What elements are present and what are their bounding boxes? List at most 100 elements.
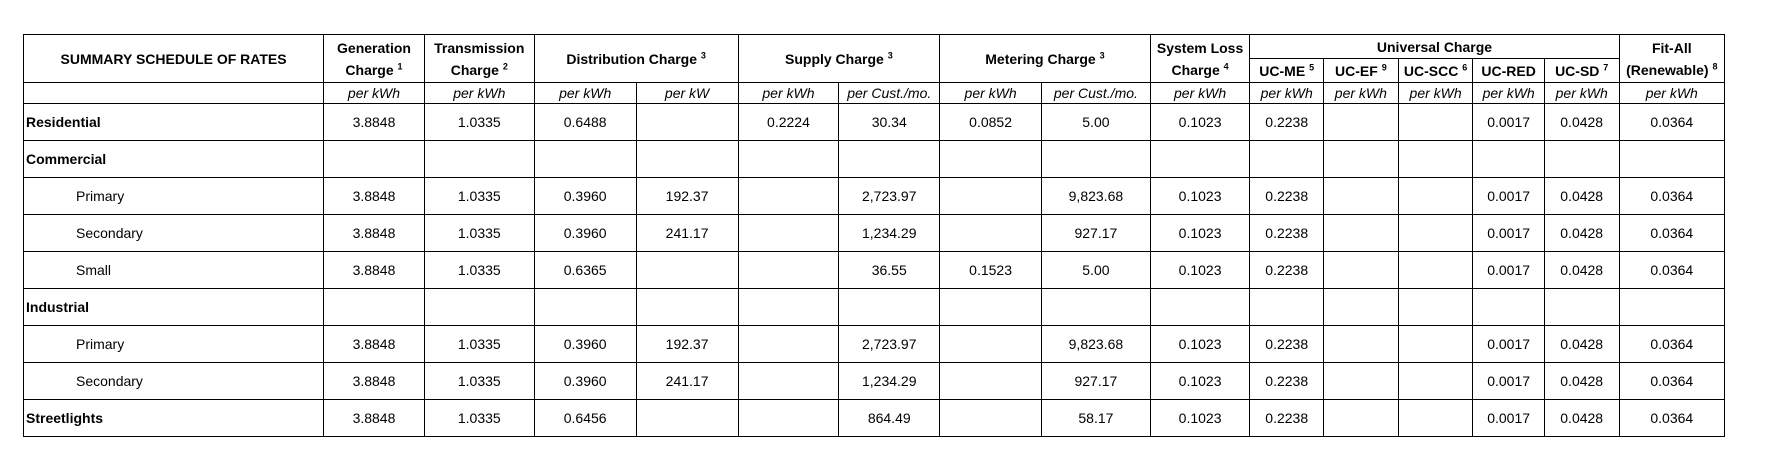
unit-cell: per kWh: [1397, 82, 1474, 104]
rate-cell: 0.6456: [533, 399, 637, 437]
rate-cell: 0.0428: [1543, 362, 1620, 400]
rate-cell: [1323, 288, 1399, 326]
rate-cell: [838, 140, 941, 178]
rate-cell: [1323, 103, 1399, 141]
rate-cell: [737, 214, 840, 252]
table-row: Commercial: [22, 140, 1726, 178]
rate-cell: 5.00: [1041, 251, 1151, 289]
rate-cell: 0.6488: [533, 103, 637, 141]
rate-cell: 3.8848: [323, 177, 425, 215]
rate-cell: 0.1023: [1149, 399, 1251, 437]
rate-cell: [423, 288, 535, 326]
rate-schedule: SUMMARY SCHEDULE OF RATES Generation Cha…: [22, 34, 1726, 437]
table-body: Residential 3.8848 1.0335 0.6488 0.2224 30.34…: [22, 103, 1726, 437]
rate-cell: 0.0852: [939, 103, 1043, 141]
transmission-charge-header: Transmission Charge 2: [423, 34, 535, 83]
rate-cell: [1323, 362, 1399, 400]
table-row: Primary 3.8848 1.0335 0.3960 192.37 2,723.97 9…: [22, 325, 1726, 363]
rate-cell: [1397, 214, 1474, 252]
rate-cell: 241.17: [635, 214, 739, 252]
table-row: Secondary 3.8848 1.0335 0.3960 241.17 1,234.2…: [22, 362, 1726, 400]
rate-cell: 0.3960: [533, 325, 637, 363]
rate-cell: 0.0364: [1618, 177, 1726, 215]
rate-cell: [737, 362, 840, 400]
rate-cell: 0.0017: [1472, 362, 1545, 400]
table-row: Residential 3.8848 1.0335 0.6488 0.2224 30.34…: [22, 103, 1726, 141]
rate-table: SUMMARY SCHEDULE OF RATES Generation Cha…: [22, 34, 1726, 437]
rate-cell: 1.0335: [423, 251, 535, 289]
rate-cell: 0.0017: [1472, 177, 1545, 215]
rate-cell: [1397, 251, 1474, 289]
rate-cell: [1323, 325, 1399, 363]
rate-cell: [1472, 140, 1545, 178]
rate-cell: 0.0364: [1618, 251, 1726, 289]
rate-cell: 192.37: [635, 325, 739, 363]
rate-cell: 36.55: [838, 251, 941, 289]
row-label: Commercial: [22, 140, 325, 178]
unit-cell: per kWh: [1149, 82, 1251, 104]
rate-cell: 0.2224: [737, 103, 840, 141]
rate-cell: [737, 399, 840, 437]
rate-cell: 927.17: [1041, 214, 1151, 252]
rate-cell: [1397, 103, 1474, 141]
rate-cell: [1397, 325, 1474, 363]
uc-scc-header: UC-SCC 6: [1397, 58, 1474, 83]
unit-cell: per kWh: [533, 82, 637, 104]
rate-cell: [1397, 362, 1474, 400]
rate-cell: [939, 177, 1043, 215]
rate-cell: 0.2238: [1249, 177, 1324, 215]
rate-cell: 0.3960: [533, 362, 637, 400]
rate-cell: 0.0428: [1543, 399, 1620, 437]
rate-cell: [1618, 288, 1726, 326]
table-row: Industrial: [22, 288, 1726, 326]
universal-charge-header: Universal Charge: [1249, 34, 1620, 59]
rate-cell: [635, 399, 739, 437]
rate-cell: [1323, 177, 1399, 215]
rate-cell: 58.17: [1041, 399, 1151, 437]
rate-cell: [1618, 140, 1726, 178]
rate-cell: [737, 288, 840, 326]
rate-cell: 864.49: [838, 399, 941, 437]
unit-cell: per Cust./mo.: [838, 82, 941, 104]
unit-cell: per kWh: [1472, 82, 1545, 104]
row-label: Secondary: [22, 214, 325, 252]
rate-cell: [737, 251, 840, 289]
unit-cell: per kWh: [423, 82, 535, 104]
row-label: Small: [22, 251, 325, 289]
unit-cell: per kWh: [1249, 82, 1324, 104]
rate-cell: [939, 399, 1043, 437]
rate-cell: 0.2238: [1249, 325, 1324, 363]
rate-cell: [1397, 399, 1474, 437]
rate-cell: [1249, 288, 1324, 326]
rate-cell: 0.0364: [1618, 362, 1726, 400]
rate-cell: [1323, 140, 1399, 178]
rate-cell: [838, 288, 941, 326]
rate-cell: 0.0428: [1543, 214, 1620, 252]
rate-cell: [939, 140, 1043, 178]
generation-charge-header: Generation Charge 1: [323, 34, 425, 83]
rate-cell: 3.8848: [323, 325, 425, 363]
rate-cell: 0.0428: [1543, 177, 1620, 215]
rate-cell: 1.0335: [423, 325, 535, 363]
rate-cell: 2,723.97: [838, 325, 941, 363]
uc-ef-header: UC-EF 9: [1323, 58, 1399, 83]
rate-cell: [939, 288, 1043, 326]
rate-cell: [533, 140, 637, 178]
unit-cell: per kWh: [1543, 82, 1620, 104]
rate-cell: 5.00: [1041, 103, 1151, 141]
rate-cell: 1.0335: [423, 103, 535, 141]
rate-cell: 9,823.68: [1041, 177, 1151, 215]
rate-cell: 1,234.29: [838, 362, 941, 400]
unit-cell: per kW: [635, 82, 739, 104]
rate-cell: 0.1023: [1149, 251, 1251, 289]
rate-cell: 0.0017: [1472, 214, 1545, 252]
table-row: Secondary 3.8848 1.0335 0.3960 241.17 1,234.2…: [22, 214, 1726, 252]
system-loss-charge-header: System Loss Charge 4: [1149, 34, 1251, 83]
rate-cell: 0.1023: [1149, 177, 1251, 215]
rate-cell: 1,234.29: [838, 214, 941, 252]
table-header: SUMMARY SCHEDULE OF RATES Generation Cha…: [22, 34, 1726, 104]
rate-cell: [635, 140, 739, 178]
rate-cell: [533, 288, 637, 326]
rate-cell: [737, 140, 840, 178]
rate-cell: 3.8848: [323, 251, 425, 289]
